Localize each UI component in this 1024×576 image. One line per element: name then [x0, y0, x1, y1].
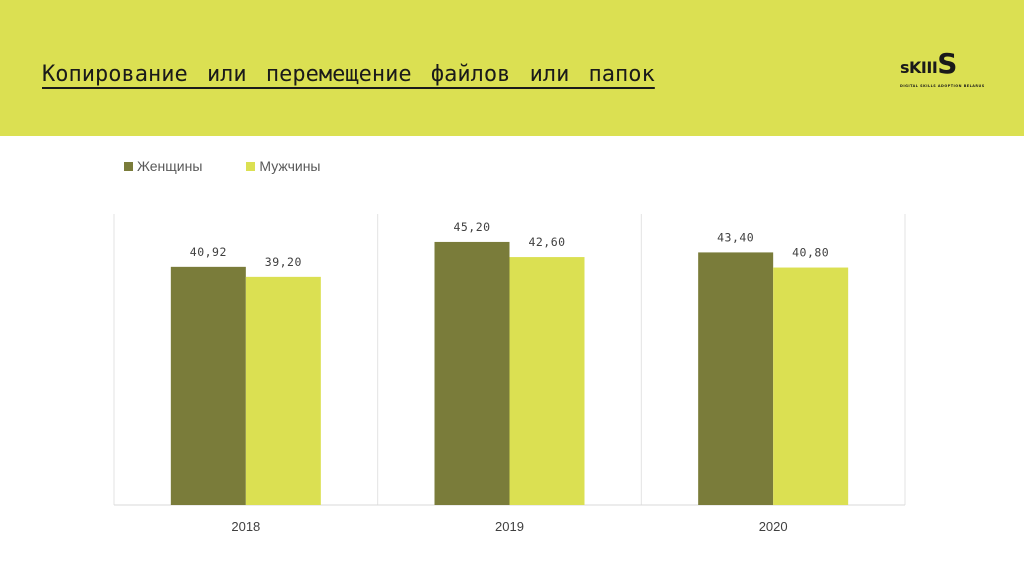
slide-title: Копирование или перемещение файлов или п…: [42, 62, 655, 87]
data-label-men-2018: 39,20: [265, 255, 302, 269]
legend-swatch-women: [124, 161, 133, 171]
bar-women-2020: [698, 252, 774, 505]
legend-label-women: Женщины: [137, 158, 203, 174]
data-label-men-2020: 40,80: [792, 246, 829, 260]
data-label-women-2019: 45,20: [453, 220, 490, 234]
x-tick-label-2020: 2020: [759, 519, 788, 534]
data-label-women-2018: 40,92: [190, 245, 227, 259]
data-label-men-2019: 42,60: [528, 235, 565, 249]
bar-men-2018: [245, 276, 321, 505]
skills-logo: sKIIIS DIGITAL SKILLS ADOPTION BELARUS: [900, 50, 992, 96]
legend-label-men: Мужчины: [259, 158, 321, 174]
logo-tagline: DIGITAL SKILLS ADOPTION BELARUS: [900, 84, 985, 88]
bar-men-2019: [509, 257, 585, 505]
chart-legend: Женщины Мужчины: [124, 158, 321, 174]
data-label-women-2020: 43,40: [717, 230, 754, 244]
x-tick-label-2019: 2019: [495, 519, 524, 534]
logo-letters-kiii: KIII: [909, 58, 938, 77]
bar-women-2018: [170, 266, 246, 505]
legend-item-women: Женщины: [124, 158, 202, 174]
logo-letter-big-s: S: [937, 47, 957, 80]
x-tick-label-2018: 2018: [231, 519, 260, 534]
header-band: [0, 0, 1024, 136]
logo-wordmark: sKIIIS: [900, 47, 957, 80]
legend-swatch-men: [246, 161, 256, 171]
logo-letter-s: s: [900, 58, 910, 77]
legend-item-men: Мужчины: [246, 158, 321, 174]
bar-men-2020: [773, 267, 849, 505]
bar-women-2019: [434, 241, 510, 505]
